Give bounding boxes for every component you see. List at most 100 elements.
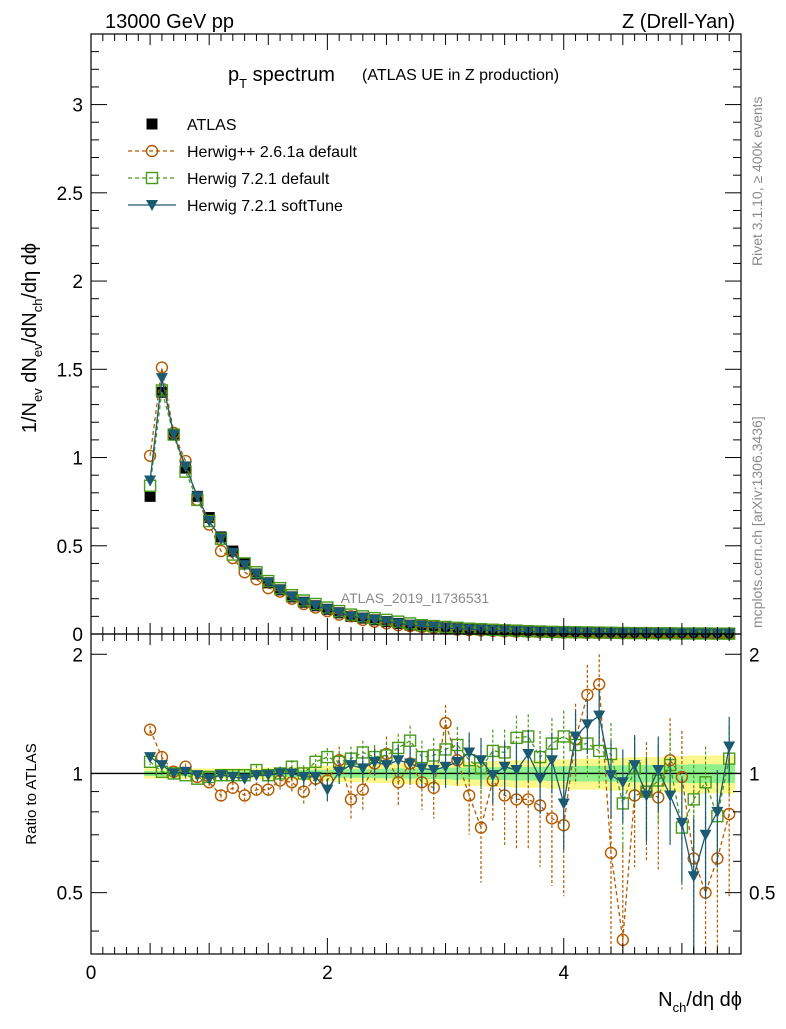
ratio-point bbox=[345, 760, 357, 772]
legend-entry: ATLAS bbox=[146, 117, 237, 134]
y-tick-label: 1.5 bbox=[57, 360, 83, 381]
ratio-point bbox=[462, 789, 476, 802]
data-point bbox=[333, 607, 346, 619]
ratio-point bbox=[309, 755, 322, 769]
data-point bbox=[155, 361, 169, 374]
svg-text:1/Nev dNev/dNch/dη dϕ: 1/Nev dNev/dNch/dη dϕ bbox=[19, 243, 45, 433]
ratio-point bbox=[143, 723, 157, 736]
mcplots-label: mcplots.cern.ch [arXiv:1306.3436] bbox=[749, 416, 765, 628]
ratio-y-tick-label-right: 1 bbox=[749, 764, 760, 785]
legend-marker bbox=[145, 171, 159, 185]
energy-label: 13000 GeV pp bbox=[105, 11, 234, 33]
data-point bbox=[356, 613, 369, 625]
ratio-y-tick-label: 0.5 bbox=[57, 884, 83, 905]
ratio-point bbox=[403, 734, 417, 747]
ratio-point bbox=[392, 755, 405, 767]
ratio-point bbox=[463, 747, 476, 759]
data-point bbox=[250, 569, 263, 580]
y-tick-label: 0.5 bbox=[57, 537, 83, 558]
data-point bbox=[321, 604, 334, 616]
data-point bbox=[191, 491, 204, 503]
ratio-point bbox=[687, 871, 700, 883]
ratio-point bbox=[297, 785, 310, 798]
data-point bbox=[309, 600, 322, 612]
ratio-point bbox=[652, 765, 665, 777]
ratio-point bbox=[616, 777, 629, 789]
ratio-point bbox=[687, 793, 700, 806]
ratio-point bbox=[475, 755, 487, 767]
ratio-y-tick-label-right: 2 bbox=[749, 645, 760, 666]
data-point bbox=[368, 614, 381, 626]
ratio-point bbox=[664, 790, 677, 802]
ratio-point bbox=[628, 760, 641, 772]
ratio-point bbox=[498, 761, 511, 773]
ratio-point bbox=[321, 784, 334, 796]
data-point bbox=[155, 373, 168, 385]
ratio-point bbox=[380, 760, 393, 772]
main-y-axis-label: 1/Nev dNev/dNch/dη dϕ bbox=[19, 243, 45, 433]
ratio-point bbox=[581, 719, 594, 731]
legend-label: Herwig 7.2.1 softTune bbox=[187, 198, 343, 215]
data-point bbox=[415, 621, 428, 633]
ratio-point bbox=[486, 770, 499, 782]
ratio-point bbox=[356, 763, 369, 775]
ratio-point bbox=[569, 731, 582, 743]
ratio-point bbox=[592, 678, 606, 691]
legend-label: Herwig++ 2.6.1a default bbox=[187, 144, 357, 161]
ratio-point bbox=[238, 789, 251, 802]
data-point bbox=[144, 475, 157, 487]
data-point bbox=[179, 461, 192, 473]
ratio-point bbox=[250, 783, 263, 796]
ratio-y-tick-label: 1 bbox=[72, 764, 83, 785]
ratio-point bbox=[368, 756, 381, 768]
ratio-point bbox=[427, 765, 440, 777]
ratio-point bbox=[191, 770, 204, 782]
chart-title-note: (ATLAS UE in Z production) bbox=[362, 67, 559, 84]
ratio-point bbox=[356, 783, 370, 796]
x-tick-label: 4 bbox=[558, 963, 569, 984]
ratio-point bbox=[699, 776, 712, 789]
svg-text:Nch/dη dϕ: Nch/dη dϕ bbox=[658, 989, 742, 1015]
chart-title: pT spectrum (ATLAS UE in Z production) bbox=[228, 64, 559, 91]
y-tick-label: 0 bbox=[72, 625, 83, 646]
ratio-point bbox=[344, 793, 358, 806]
data-point bbox=[404, 620, 417, 632]
ratio-point bbox=[675, 817, 688, 829]
rivet-label: Rivet 3.1.10, ≥ 400k events bbox=[749, 96, 765, 266]
ratio-point bbox=[534, 773, 547, 785]
data-point bbox=[144, 490, 156, 502]
ratio-point bbox=[215, 770, 227, 782]
ratio-point bbox=[309, 771, 322, 783]
data-point bbox=[274, 584, 287, 596]
ratio-point bbox=[451, 756, 464, 768]
data-point bbox=[167, 429, 180, 441]
ratio-point bbox=[711, 806, 724, 818]
legend-label: Herwig 7.2.1 default bbox=[187, 171, 330, 188]
ratio-point bbox=[167, 768, 180, 780]
ratio-point bbox=[545, 812, 559, 825]
chart-watermark: ATLAS_2019_I1736531 bbox=[341, 590, 490, 606]
ratio-y-axis-label: Ratio to ATLAS bbox=[23, 743, 40, 844]
y-tick-label: 3 bbox=[72, 96, 83, 117]
ratio-point bbox=[592, 744, 606, 758]
ratio-point bbox=[557, 730, 570, 743]
ratio-point bbox=[333, 766, 346, 778]
ratio-point bbox=[285, 768, 298, 780]
data-point bbox=[203, 516, 216, 528]
data-point bbox=[238, 560, 251, 572]
ratio-point bbox=[722, 807, 736, 821]
ratio-point bbox=[179, 766, 192, 778]
data-point bbox=[380, 616, 393, 628]
ratio-point bbox=[510, 765, 523, 777]
data-point bbox=[297, 597, 310, 609]
ratio-point bbox=[155, 760, 168, 772]
data-point bbox=[155, 384, 169, 397]
legend-marker bbox=[145, 144, 159, 158]
main-panel: 0 0.5 1 1.5 2 2.5 3 ATLAS_2019_I1736531 pT spe… bbox=[57, 33, 742, 646]
ratio-y-tick-label-right: 0.5 bbox=[749, 884, 775, 905]
ratio-point bbox=[605, 770, 617, 782]
ratio-point bbox=[474, 821, 488, 834]
ratio-y-tick-label: 2 bbox=[72, 645, 83, 666]
x-tick-label: 0 bbox=[86, 963, 97, 984]
